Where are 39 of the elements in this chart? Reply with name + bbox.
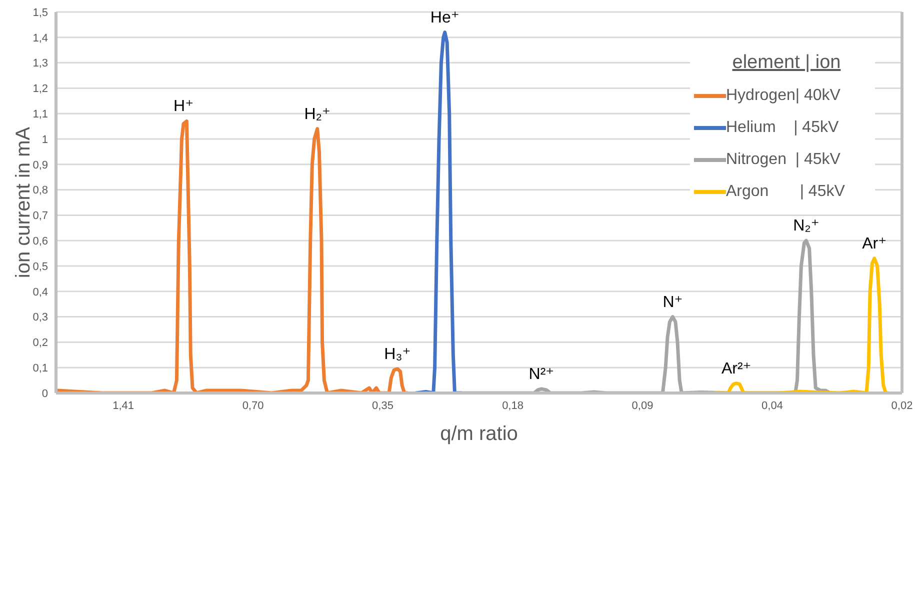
y-tick-label: 0,9 (32, 159, 48, 172)
x-tick-label: 0,70 (242, 400, 264, 412)
annotation: Ar⁺ (862, 235, 887, 252)
legend-title: element | ion (731, 52, 842, 74)
annotation: N₂⁺ (793, 218, 820, 235)
y-tick-label: 1,2 (32, 83, 48, 96)
y-tick-label: 1 (42, 134, 48, 146)
x-tick-label: 0,09 (632, 400, 654, 412)
x-axis-title: q/m ratio (440, 423, 518, 445)
y-tick-label: 0,1 (32, 362, 48, 375)
annotation: Ar²⁺ (721, 360, 752, 378)
annotation: H⁺ (174, 98, 194, 116)
y-tick-label: 0,8 (32, 184, 48, 197)
y-tick-label: 0 (42, 388, 48, 400)
y-tick-label: 1,3 (32, 58, 48, 70)
y-axis-title: ion current in mA (12, 126, 34, 278)
y-tick-label: 0,4 (32, 286, 48, 298)
annotation: H₂⁺ (304, 106, 330, 123)
x-tick-label: 0,35 (372, 400, 394, 412)
y-tick-label: 1,5 (32, 6, 48, 19)
x-tick-label: 0,02 (891, 400, 913, 412)
legend-label: Argon | 45kV (726, 183, 845, 201)
x-tick-label: 0,04 (762, 400, 783, 412)
annotation: N⁺ (662, 294, 683, 311)
y-tick-label: 1,1 (32, 108, 48, 121)
legend-label: Helium | 45kV (726, 119, 839, 137)
y-tick-label: 0,7 (32, 210, 48, 222)
x-tick-label: 0,18 (502, 400, 524, 412)
legend-label: Nitrogen | 45kV (726, 151, 840, 169)
y-tick-label: 1,4 (32, 32, 48, 44)
annotation: He⁺ (430, 9, 460, 26)
y-tick-label: 0,3 (32, 312, 48, 324)
annotation: N²⁺ (528, 366, 554, 383)
annotation: H₃⁺ (384, 346, 411, 363)
y-tick-label: 0,6 (32, 236, 48, 248)
x-tick-label: 1,41 (112, 400, 134, 412)
legend-label: Hydrogen| 40kV (726, 87, 840, 105)
y-tick-label: 0,2 (32, 337, 48, 350)
y-tick-label: 0,5 (32, 260, 48, 273)
